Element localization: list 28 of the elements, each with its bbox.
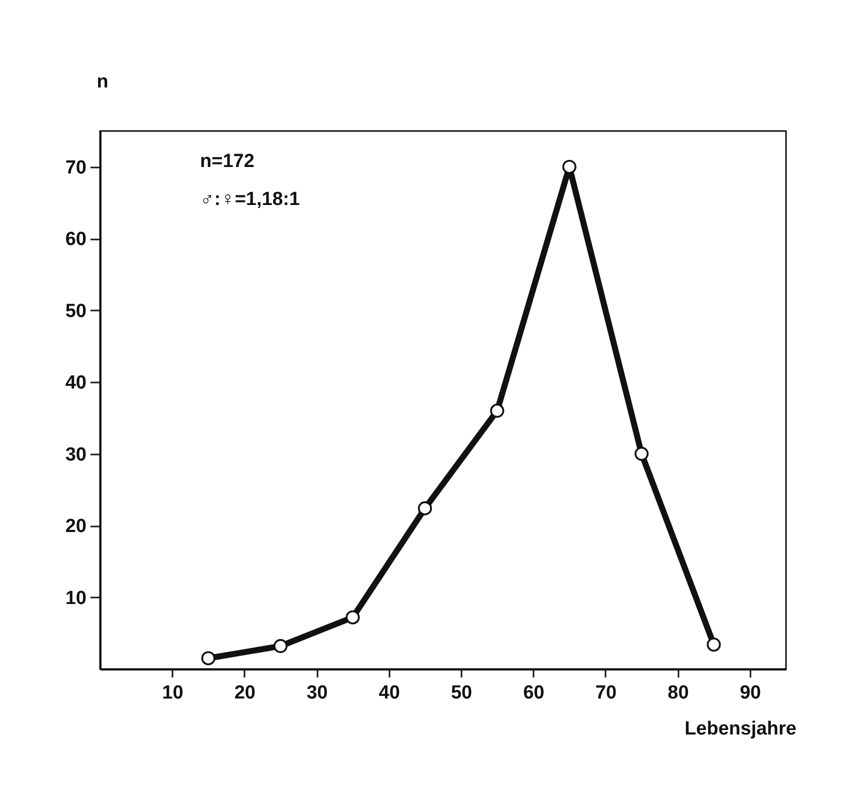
y-tick-label: 10	[65, 588, 86, 609]
x-tick-label: 10	[162, 682, 184, 704]
x-tick-label: 70	[595, 682, 617, 704]
y-tick-label: 70	[65, 157, 86, 178]
x-tick-label: 50	[450, 682, 472, 704]
x-tick-label: 40	[378, 682, 400, 704]
point	[634, 446, 649, 461]
y-tick-label: 20	[65, 516, 86, 538]
x-tick-label: 60	[523, 682, 544, 704]
point	[274, 639, 288, 654]
x-tick-label: 20	[234, 682, 256, 704]
point	[706, 638, 721, 652]
y-axis-title: n	[96, 72, 108, 92]
y-tick-label: 30	[65, 444, 86, 466]
point	[418, 501, 432, 516]
point	[346, 610, 360, 624]
x-tick-label: 80	[668, 682, 689, 704]
point	[562, 160, 576, 174]
x-tick-label: 90	[740, 682, 761, 704]
annotation: n=172	[200, 151, 254, 172]
point	[201, 651, 216, 666]
y-tick-label: 40	[65, 372, 86, 394]
x-axis-title: Lebensjahre	[684, 718, 796, 740]
y-tick-label: 60	[65, 229, 86, 250]
x-tick-label: 30	[306, 682, 328, 704]
y-tick-label: 50	[65, 300, 86, 322]
annotation: ♂:♀=1,18:1	[200, 189, 300, 210]
point	[490, 404, 504, 418]
